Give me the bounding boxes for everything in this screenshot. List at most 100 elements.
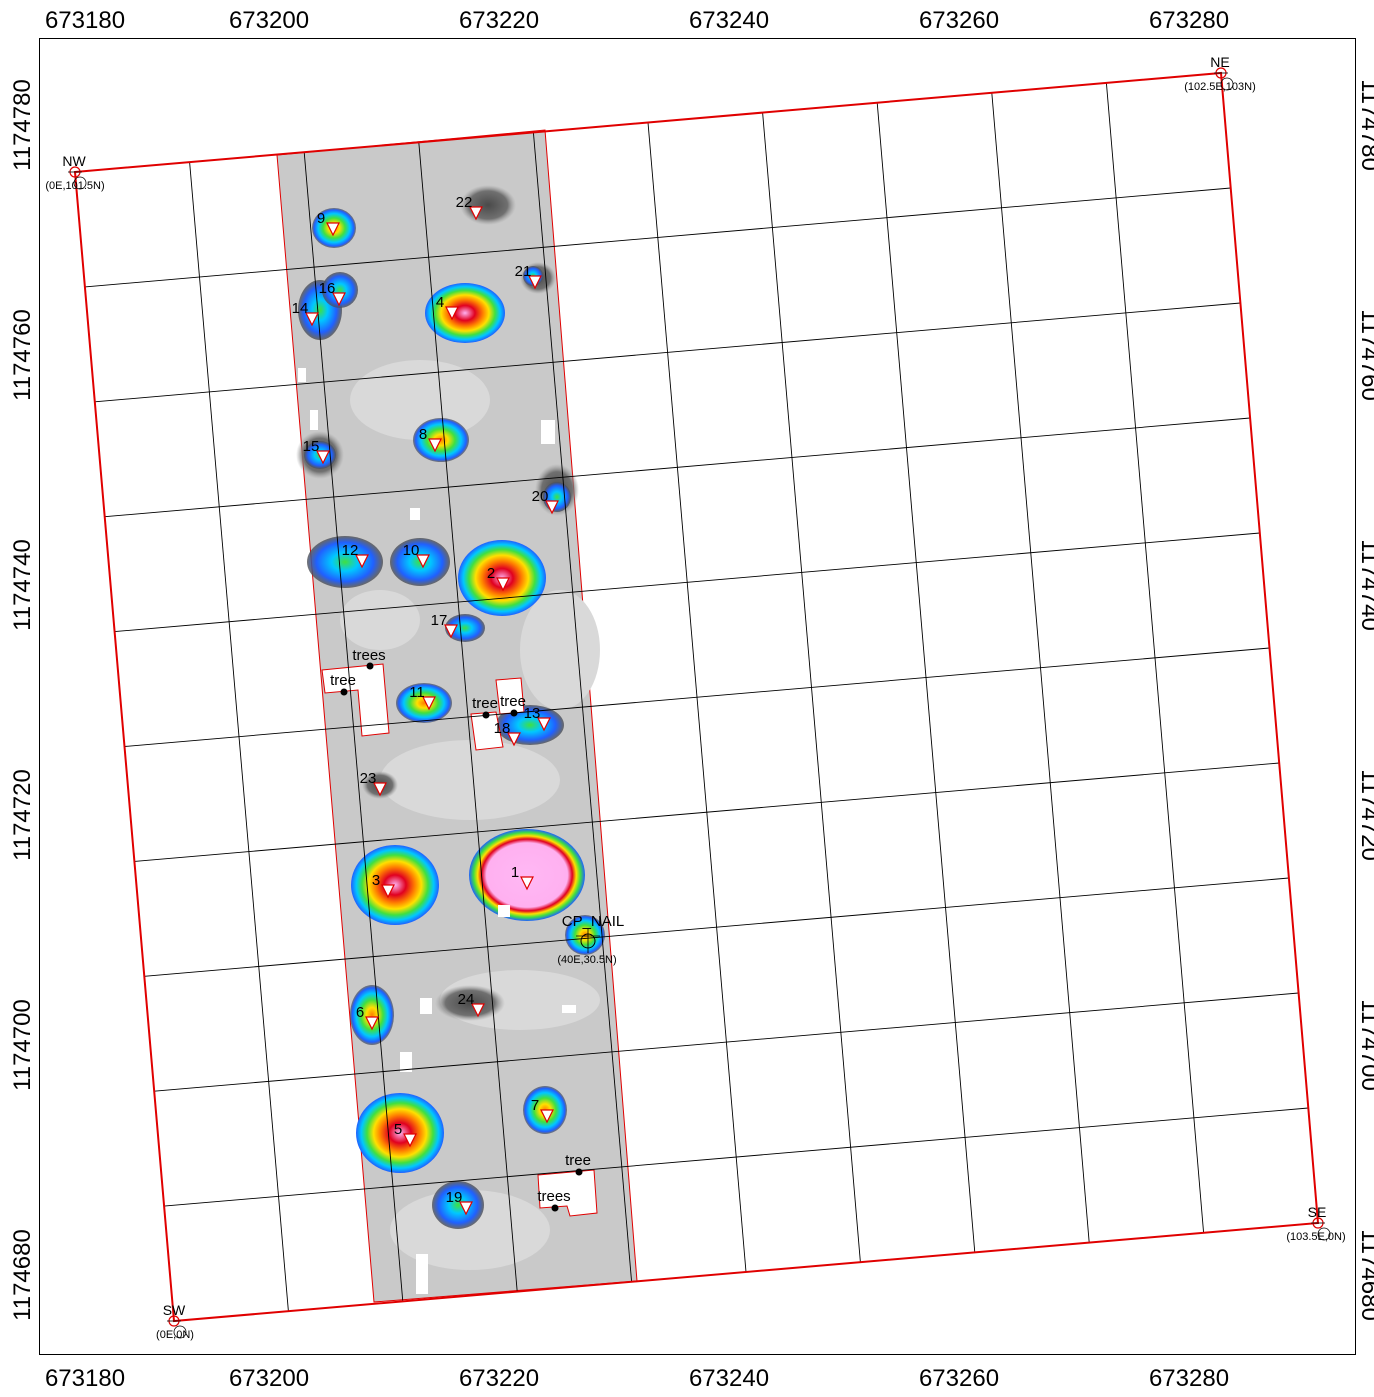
feature-label: tree	[500, 693, 526, 710]
x-tick-top: 673200	[229, 7, 309, 34]
target-marker	[365, 1016, 379, 1031]
target-marker	[305, 312, 319, 327]
y-tick-right: 1174700	[1356, 999, 1374, 1091]
target-label: 8	[419, 426, 427, 443]
y-tick-left: 1174720	[9, 769, 36, 861]
target-marker	[459, 1201, 473, 1216]
x-tick-top: 673280	[1149, 7, 1229, 34]
corner-ne: NE (102.5E,103N)	[1184, 54, 1256, 93]
target-marker	[507, 732, 521, 747]
target-label: 11	[409, 684, 425, 701]
target-label: 6	[356, 1004, 364, 1021]
target-label: 18	[494, 720, 511, 737]
x-tick-bottom: 673180	[45, 1365, 125, 1392]
x-tick-top: 673180	[45, 7, 125, 34]
x-tick-top: 673260	[919, 7, 999, 34]
target-marker	[537, 717, 551, 732]
y-tick-left: 1174740	[9, 539, 36, 631]
target-marker	[381, 884, 395, 899]
target-label: 5	[394, 1121, 402, 1138]
grid-line	[104, 417, 1251, 518]
corner-coords: (102.5E,103N)	[1184, 81, 1256, 93]
target-marker	[422, 696, 436, 711]
corner-label: NW	[62, 153, 86, 169]
exclusion-zones	[321, 663, 598, 1217]
target-marker	[540, 1109, 554, 1124]
target-marker	[326, 222, 340, 237]
x-axis-bottom: 673180 673200 673220 673240 673260 67328…	[45, 1365, 1229, 1392]
target-marker	[545, 500, 559, 515]
target-label: 2	[487, 565, 495, 582]
control-point-label: CP_NAIL	[562, 913, 625, 930]
target-label: 4	[436, 294, 444, 311]
target-marker	[469, 206, 483, 221]
map-frame	[39, 38, 1356, 1355]
y-axis-right: 1174780 1174760 1174740 1174720 1174700 …	[1356, 79, 1374, 1321]
target-label: 7	[531, 1097, 539, 1114]
target-marker	[373, 782, 387, 797]
y-tick-right: 1174780	[1356, 79, 1374, 171]
x-tick-bottom: 673260	[919, 1365, 999, 1392]
target-label: 17	[431, 612, 448, 629]
target-label: 23	[360, 770, 377, 787]
y-axis-left: 1174780 1174760 1174740 1174720 1174700 …	[9, 79, 36, 1321]
y-tick-right: 1174740	[1356, 539, 1374, 631]
target-marker	[428, 438, 442, 453]
corner-label: SW	[163, 1302, 186, 1318]
target-marker	[444, 624, 458, 639]
grid-line	[154, 992, 1299, 1092]
grid-line	[124, 647, 1270, 747]
tree-features: trees tree tree tree tree trees	[330, 647, 591, 1212]
target-marker	[496, 577, 510, 592]
target-label: 3	[372, 872, 380, 889]
feature-label: tree	[330, 672, 356, 689]
x-tick-bottom: 673220	[459, 1365, 539, 1392]
target-marker	[355, 554, 369, 569]
y-tick-left: 1174780	[9, 79, 36, 171]
grid-line	[164, 1107, 1309, 1207]
corner-label: NE	[1210, 54, 1229, 70]
anomaly-blobs	[298, 208, 605, 1229]
target-label: 16	[319, 280, 336, 297]
y-tick-left: 1174680	[9, 1229, 36, 1321]
target-label: 15	[303, 438, 320, 455]
target-label: 10	[403, 542, 420, 559]
y-tick-left: 1174700	[9, 999, 36, 1091]
corner-nw: NW (0E,101.5N)	[45, 153, 104, 192]
corner-sw: SW (0E,0N)	[156, 1302, 194, 1341]
grid-line	[144, 877, 1289, 977]
target-label: 9	[317, 210, 325, 227]
x-axis-top: 673180 673200 673220 673240 673260 67328…	[45, 7, 1229, 34]
y-tick-right: 1174680	[1356, 1229, 1374, 1321]
corner-coords: (0E,101.5N)	[45, 180, 104, 192]
grid-line	[114, 532, 1260, 633]
target-marker	[520, 876, 534, 891]
target-label: 20	[532, 488, 549, 505]
target-marker	[445, 306, 459, 321]
target-marker	[471, 1003, 485, 1018]
x-tick-bottom: 673240	[689, 1365, 769, 1392]
target-marker	[316, 450, 330, 465]
corner-se: SE (103.5E,0N)	[1286, 1204, 1345, 1243]
target-label: 19	[446, 1189, 463, 1206]
target-label: 24	[458, 991, 475, 1008]
data-gaps	[298, 368, 576, 1294]
target-label: 12	[342, 542, 359, 559]
target-label: 21	[515, 263, 532, 280]
x-tick-bottom: 673200	[229, 1365, 309, 1392]
x-tick-top: 673220	[459, 7, 539, 34]
corner-label: SE	[1308, 1204, 1327, 1220]
corner-coords: (103.5E,0N)	[1286, 1231, 1345, 1243]
control-point-coords: (40E,30.5N)	[557, 954, 616, 966]
grid-line	[134, 762, 1280, 862]
feature-label: tree	[565, 1152, 591, 1169]
corner-coords: (0E,0N)	[156, 1329, 194, 1341]
target-label: 1	[511, 864, 519, 881]
target-label: 13	[524, 705, 541, 722]
feature-label: trees	[537, 1188, 570, 1205]
target-label: 14	[292, 300, 309, 317]
y-tick-right: 1174760	[1356, 309, 1374, 401]
grid-line	[94, 302, 1241, 403]
